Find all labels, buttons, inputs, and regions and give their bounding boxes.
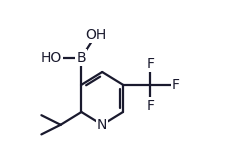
Text: N: N: [97, 118, 107, 132]
Text: HO: HO: [40, 51, 61, 65]
Text: F: F: [146, 57, 153, 71]
Text: B: B: [76, 51, 86, 65]
Text: F: F: [171, 78, 179, 92]
Text: OH: OH: [85, 28, 106, 42]
Text: F: F: [146, 99, 153, 113]
